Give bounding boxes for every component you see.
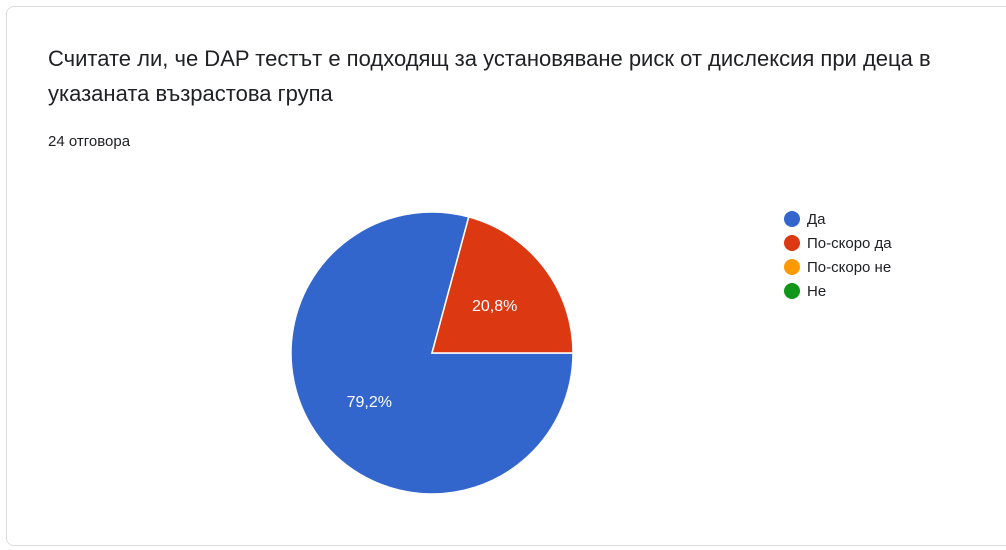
legend-swatch-po-skoro-da	[784, 235, 800, 251]
pie-label-da: 79,2%	[347, 394, 392, 411]
legend-label-po-skoro-ne: По-скоро не	[807, 258, 892, 276]
pie-label-po-skoro-da: 20,8%	[472, 298, 517, 315]
legend-item-po-skoro-da[interactable]: По-скоро да	[784, 231, 892, 255]
chart-legend: Да По-скоро да По-скоро не Не	[784, 207, 892, 303]
response-count: 24 отговора	[48, 133, 131, 150]
question-title: Считате ли, че DAP тестът е подходящ за …	[48, 46, 931, 106]
legend-swatch-ne	[784, 283, 800, 299]
legend-label-po-skoro-da: По-скоро да	[807, 234, 892, 252]
legend-label-da: Да	[807, 210, 826, 228]
pie-slice-po-skoro-da[interactable]	[431, 215, 574, 354]
legend-item-po-skoro-ne[interactable]: По-скоро не	[784, 255, 892, 279]
legend-item-da[interactable]: Да	[784, 207, 892, 231]
legend-label-ne: Не	[807, 282, 827, 300]
legend-swatch-da	[784, 211, 800, 227]
legend-item-ne[interactable]: Не	[784, 279, 892, 303]
legend-swatch-po-skoro-ne	[784, 259, 800, 275]
